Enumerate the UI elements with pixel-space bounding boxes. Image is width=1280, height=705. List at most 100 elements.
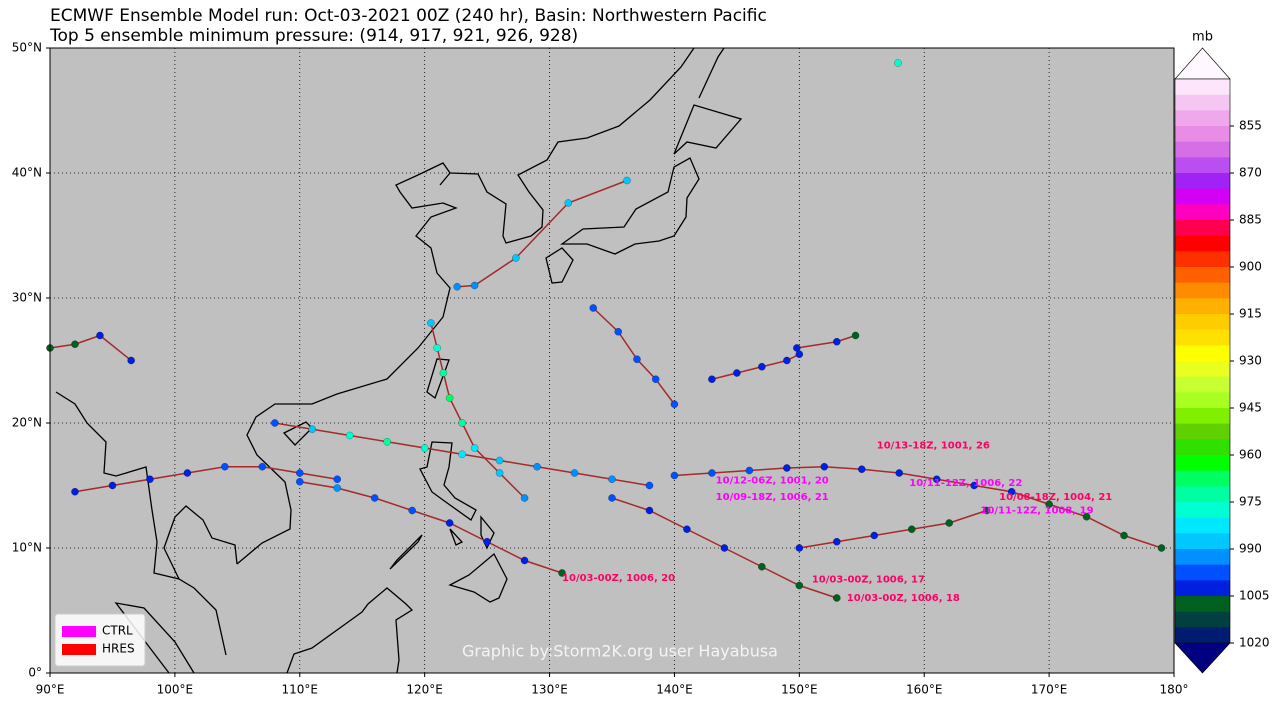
legend-box: [54, 613, 146, 667]
track-point: [383, 437, 392, 446]
track-line: [49, 334, 132, 362]
track-point: [758, 562, 766, 571]
track-point: [445, 519, 454, 527]
track-point: [370, 494, 379, 502]
track-point: [183, 469, 192, 477]
track-line: [430, 322, 526, 499]
track-point: [453, 282, 461, 291]
lat-tick-label: 40°N: [12, 166, 42, 180]
lon-tick-label: 90°E: [36, 683, 65, 697]
colorbar-band: [1175, 423, 1230, 440]
track-point: [851, 331, 860, 340]
colorbar: mb 855 870 885 900 915 930 945 960 975 990 1005 1020: [1174, 30, 1270, 674]
track-point: [633, 355, 641, 364]
track-annotation: 10/11-12Z, 1006, 22: [909, 478, 1022, 489]
track-point: [470, 281, 479, 290]
colorbar-band: [1175, 110, 1230, 127]
track-point: [458, 419, 466, 427]
track-point: [795, 581, 804, 590]
track-point: [427, 319, 435, 327]
legend-label: HRES: [102, 642, 135, 656]
track-annotation: 10/08-18Z, 1004, 21: [999, 492, 1112, 503]
colorbar-tick-label: 945: [1239, 401, 1262, 415]
track-point: [1082, 512, 1091, 521]
colorbar-band: [1175, 439, 1230, 456]
track-line: [674, 465, 1162, 549]
track-point: [433, 344, 441, 352]
track-point: [127, 356, 135, 365]
track-point: [589, 304, 598, 312]
track-point: [833, 337, 841, 346]
lon-tick-label: 140°E: [656, 683, 693, 697]
track-point: [623, 176, 631, 185]
track-point: [71, 340, 79, 349]
track-point: [270, 419, 279, 427]
colorbar-extend-high: [1174, 642, 1231, 674]
track-point: [795, 544, 804, 552]
colorbar-band: [1175, 235, 1230, 252]
legend: CTRL HRES: [54, 613, 146, 667]
track-line: [799, 509, 987, 549]
track-point: [439, 369, 448, 377]
colorbar-tick-label: 915: [1239, 307, 1262, 321]
track-point: [558, 569, 566, 577]
track-point: [720, 544, 729, 552]
colorbar-band: [1175, 376, 1230, 393]
track-point: [833, 594, 841, 602]
colorbar-band: [1175, 204, 1230, 221]
legend-swatch: [62, 644, 96, 655]
lat-tick-label: 20°N: [12, 416, 42, 430]
map-area: [50, 48, 1174, 673]
track-point: [894, 59, 902, 67]
track-point: [483, 537, 491, 546]
colorbar-band: [1175, 580, 1230, 597]
colorbar-band: [1175, 126, 1230, 143]
track-point: [895, 469, 904, 477]
colorbar-tick-label: 975: [1239, 495, 1262, 509]
track-point: [608, 494, 616, 502]
track-point: [495, 469, 504, 477]
track-line: [299, 481, 563, 574]
colorbar-label: mb: [1192, 30, 1213, 45]
colorbar-tick-label: 885: [1239, 213, 1262, 227]
track-point: [708, 469, 716, 477]
colorbar-band: [1175, 486, 1230, 503]
track-point: [258, 462, 267, 471]
colorbar-band: [1175, 188, 1230, 205]
colorbar-tick-label: 960: [1239, 448, 1262, 462]
track-point: [795, 350, 804, 359]
track-point: [733, 369, 741, 377]
colorbar-band: [1175, 564, 1230, 581]
track-point: [651, 375, 660, 384]
track-point: [614, 327, 623, 336]
colorbar-band: [1175, 627, 1230, 644]
track-point: [71, 487, 79, 496]
track-point: [820, 462, 829, 471]
lon-tick-label: 170°E: [1031, 683, 1068, 697]
colorbar-band: [1175, 298, 1230, 315]
colorbar-band: [1175, 329, 1230, 346]
colorbar-tick-label: 1020: [1239, 636, 1270, 650]
colorbar-band: [1175, 267, 1230, 284]
track-point: [932, 475, 941, 484]
track-annotation: 10/03-00Z, 1006, 18: [847, 593, 960, 604]
track-point: [333, 484, 342, 492]
colorbar-band: [1175, 157, 1230, 174]
track-point: [945, 519, 954, 527]
track-point: [108, 481, 117, 490]
track-annotation: 10/03-00Z, 1006, 20: [562, 573, 675, 584]
lon-tick-label: 150°E: [781, 683, 818, 697]
track-point: [295, 469, 304, 477]
track-point: [221, 462, 229, 471]
lon-tick-label: 180°: [1160, 683, 1189, 697]
track-annotation: 10/12-06Z, 1001, 20: [716, 476, 829, 487]
credit: Graphic by:Storm2K.org user Hayabusa: [462, 642, 778, 661]
track-point: [783, 356, 791, 365]
track-point: [445, 394, 454, 402]
lat-tick-label: 50°N: [12, 41, 42, 55]
colorbar-band: [1175, 361, 1230, 378]
track-point: [670, 400, 679, 409]
colorbar-tick-label: 930: [1239, 354, 1262, 368]
lon-tick-label: 110°E: [282, 683, 319, 697]
